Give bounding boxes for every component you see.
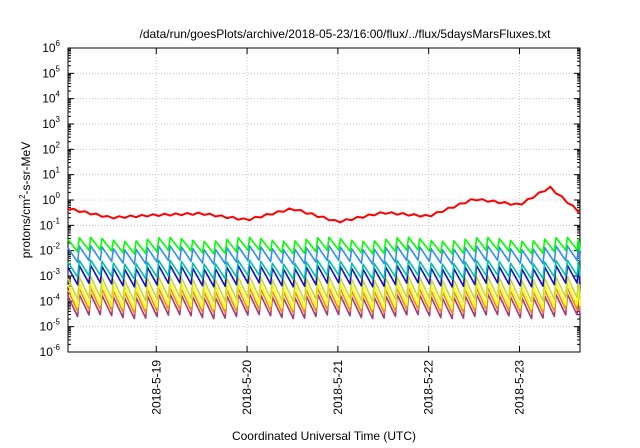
y-tick-label: 104 — [42, 90, 60, 106]
series-line — [67, 275, 581, 303]
x-tick-label: 2018-5-22 — [422, 360, 436, 415]
y-tick-label: 10-4 — [40, 292, 61, 308]
x-tick-label: 2018-5-19 — [149, 360, 163, 415]
x-tick-label: 2018-5-20 — [240, 360, 254, 415]
y-tick-label: 10-5 — [40, 318, 61, 334]
series-line — [67, 259, 581, 281]
series-line — [67, 236, 581, 255]
y-tick-label: 101 — [42, 166, 60, 182]
y-tick-label: 10-1 — [40, 216, 61, 232]
series-line — [67, 245, 581, 266]
x-tick-label: 2018-5-23 — [512, 360, 526, 415]
series-line — [67, 185, 580, 224]
y-axis-ticks: 10-6 10-5 10-4 10-3 10-2 10-1 100 101 102 103 104 1… — [40, 39, 580, 359]
x-tick-label: 2018-5-21 — [331, 360, 345, 415]
y-tick-label: 10-2 — [40, 242, 61, 258]
x-axis-ticks: 2018-5-19 2018-5-20 2018-5-21 2018-5-22 2018… — [149, 48, 526, 415]
series-layer — [67, 185, 581, 320]
y-axis-label: protons/cm2-s-sr-MeV — [18, 142, 33, 258]
y-tick-label: 106 — [42, 39, 60, 55]
y-tick-label: 102 — [42, 140, 60, 156]
x-axis-label: Coordinated Universal Time (UTC) — [232, 429, 416, 443]
chart-title: /data/run/goesPlots/archive/2018-05-23/1… — [140, 27, 552, 41]
y-tick-label: 103 — [42, 115, 60, 131]
y-tick-label: 10-3 — [40, 267, 61, 283]
y-tick-label: 100 — [42, 191, 60, 207]
y-tick-label: 10-6 — [40, 343, 61, 359]
y-tick-label: 105 — [42, 64, 60, 80]
